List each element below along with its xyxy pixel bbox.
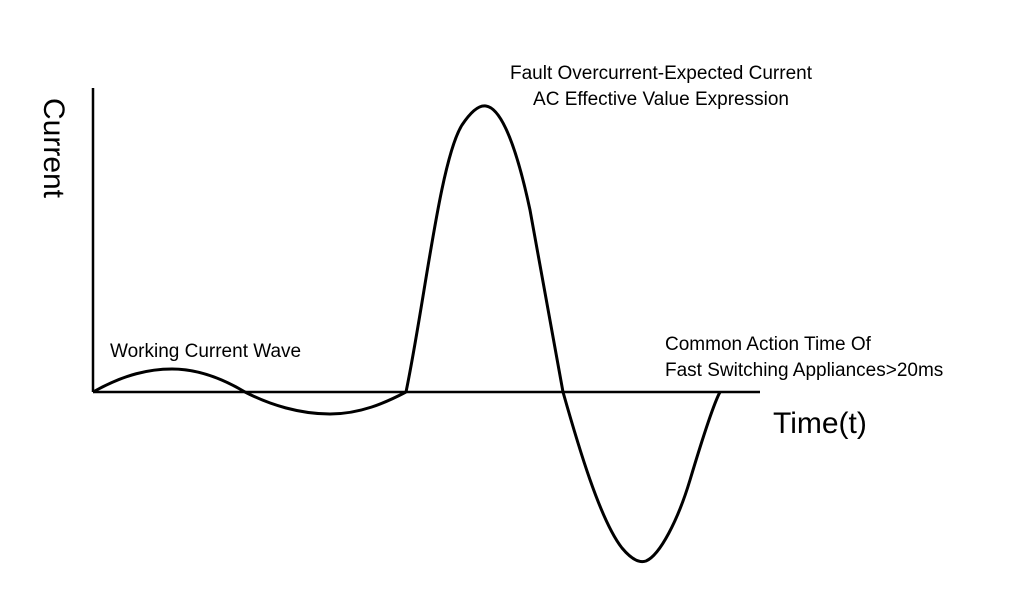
- fault-annotation-line2: AC Effective Value Expression: [533, 89, 789, 110]
- action-time-annotation-line1: Common Action Time Of: [665, 334, 872, 355]
- fault-current-wave: [404, 104, 722, 564]
- action-time-annotation-line2: Fast Switching Appliances>20ms: [665, 360, 943, 381]
- working-current-annotation: Working Current Wave: [110, 341, 301, 362]
- x-axis-label: Time(t): [773, 407, 867, 440]
- working-current-wave: [92, 367, 407, 416]
- y-axis-label: Current: [37, 98, 70, 199]
- fault-annotation-line1: Fault Overcurrent-Expected Current: [510, 63, 813, 84]
